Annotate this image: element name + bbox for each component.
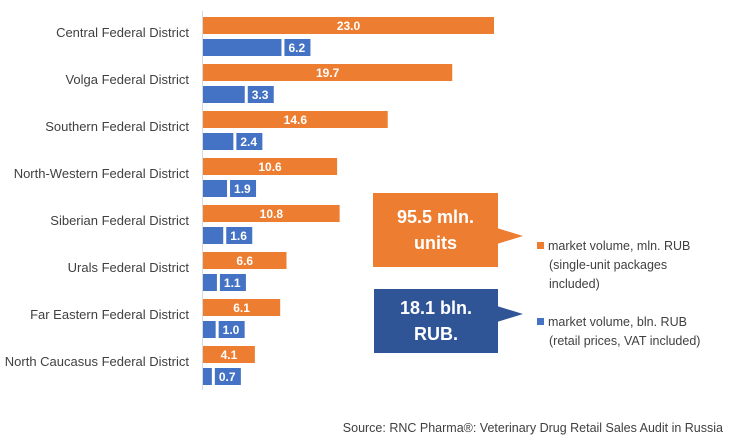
data-label: 1.0 bbox=[223, 323, 240, 337]
legend-item-bln: market volume, bln. RUB (retail prices, … bbox=[537, 313, 700, 351]
data-label: 1.6 bbox=[230, 229, 247, 243]
bar-mln-rub bbox=[203, 252, 287, 269]
legend-label-bln-line1: market volume, bln. RUB bbox=[548, 315, 687, 329]
data-label: 10.6 bbox=[258, 160, 282, 174]
category-label: North Caucasus Federal District bbox=[5, 354, 190, 369]
legend-label-mln-line1: market volume, mln. RUB bbox=[548, 239, 691, 253]
legend-swatch-blue bbox=[537, 318, 544, 325]
legend-label-mln-line3: included) bbox=[549, 277, 600, 291]
bar-bln-rub bbox=[203, 321, 216, 338]
bar-mln-rub bbox=[203, 64, 453, 81]
bar-bln-rub bbox=[203, 227, 224, 244]
bars-layer: Central Federal District 23.0 6.2 Volga Fed… bbox=[5, 17, 494, 385]
bar-mln-rub bbox=[203, 17, 494, 34]
bar-bln-rub bbox=[203, 86, 245, 103]
data-label: 6.2 bbox=[288, 41, 305, 55]
category-label: Siberian Federal District bbox=[50, 213, 189, 228]
data-label: 23.0 bbox=[337, 19, 361, 33]
bar-bln-rub bbox=[203, 133, 234, 150]
bar-mln-rub bbox=[203, 299, 281, 316]
callout-units-line1: 95.5 mln. bbox=[396, 207, 475, 227]
source-note: Source: RNC Pharma®: Veterinary Drug Ret… bbox=[342, 421, 723, 435]
bar-mln-rub bbox=[203, 158, 338, 175]
data-label-box bbox=[247, 86, 274, 103]
bar-mln-rub bbox=[203, 111, 388, 128]
data-label-box bbox=[219, 274, 246, 291]
callout-units-pointer bbox=[497, 228, 523, 244]
callout-rub: 18.1 bln. RUB. bbox=[374, 289, 498, 353]
data-label: 1.9 bbox=[234, 182, 251, 196]
data-label: 14.6 bbox=[284, 113, 308, 127]
data-label: 6.1 bbox=[233, 301, 250, 315]
legend-item-mln: market volume, mln. RUB (single-unit pac… bbox=[537, 237, 690, 294]
data-label: 19.7 bbox=[316, 66, 340, 80]
data-label: 4.1 bbox=[221, 348, 238, 362]
callout-units: 95.5 mln. units bbox=[373, 193, 498, 267]
bar-bln-rub bbox=[203, 368, 212, 385]
data-label-box bbox=[236, 133, 263, 150]
category-label: Far Eastern Federal District bbox=[30, 307, 189, 322]
data-label-box bbox=[230, 180, 257, 197]
category-label: Central Federal District bbox=[56, 25, 189, 40]
legend-swatch-orange bbox=[537, 242, 544, 249]
bar-bln-rub bbox=[203, 39, 282, 56]
data-label-box bbox=[214, 368, 241, 385]
data-label: 6.6 bbox=[236, 254, 253, 268]
callout-rub-line2: RUB. bbox=[414, 324, 458, 344]
callout-units-line2: units bbox=[413, 233, 457, 253]
category-label: Volga Federal District bbox=[65, 72, 189, 87]
category-label: Urals Federal District bbox=[68, 260, 190, 275]
bar-mln-rub bbox=[203, 346, 255, 363]
data-label: 0.7 bbox=[219, 370, 236, 384]
bar-mln-rub bbox=[203, 205, 340, 222]
data-label-box bbox=[218, 321, 245, 338]
data-label: 2.4 bbox=[240, 135, 257, 149]
legend-label-mln-line2: (single-unit packages bbox=[549, 258, 668, 272]
data-label-box bbox=[284, 39, 311, 56]
data-label-box bbox=[226, 227, 253, 244]
data-label: 3.3 bbox=[252, 88, 269, 102]
callout-rub-line1: 18.1 bln. bbox=[399, 298, 473, 318]
bar-bln-rub bbox=[203, 274, 217, 291]
callout-rub-pointer bbox=[497, 306, 523, 322]
category-label: North-Western Federal District bbox=[14, 166, 190, 181]
category-label: Southern Federal District bbox=[45, 119, 189, 134]
data-label: 10.8 bbox=[260, 207, 284, 221]
legend-label-bln-line2: (retail prices, VAT included) bbox=[549, 334, 701, 348]
bar-bln-rub bbox=[203, 180, 228, 197]
data-label: 1.1 bbox=[224, 276, 241, 290]
